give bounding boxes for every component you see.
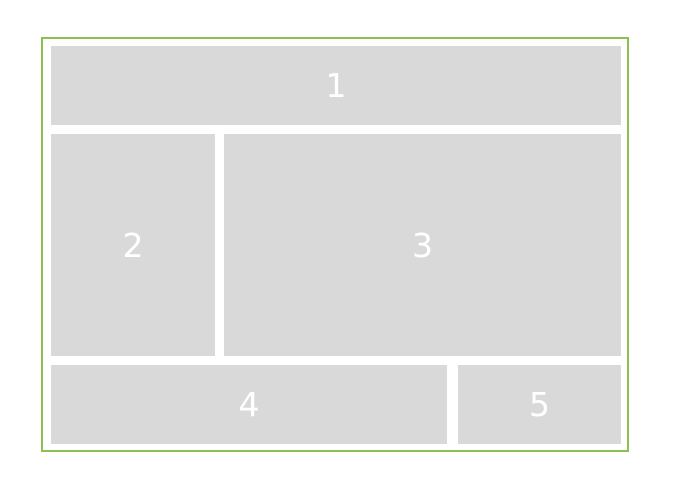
layout-frame bbox=[41, 37, 629, 452]
region-2: 2 bbox=[51, 134, 215, 356]
region-1-label: 1 bbox=[325, 66, 347, 105]
region-5: 5 bbox=[458, 365, 621, 444]
region-2-label: 2 bbox=[122, 225, 144, 265]
region-4: 4 bbox=[51, 365, 447, 444]
region-3-label: 3 bbox=[412, 225, 433, 265]
region-4-label: 4 bbox=[238, 385, 260, 424]
region-1: 1 bbox=[51, 46, 621, 125]
region-3: 3 bbox=[224, 134, 621, 356]
region-5-label: 5 bbox=[529, 385, 550, 424]
